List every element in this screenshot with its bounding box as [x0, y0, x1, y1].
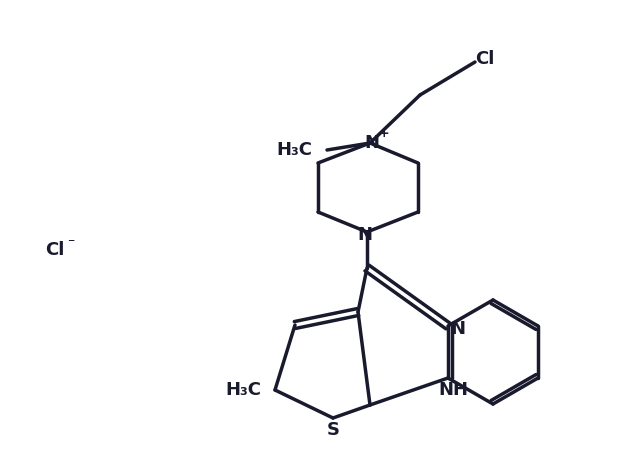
- Text: Cl: Cl: [45, 241, 65, 259]
- Text: N: N: [365, 134, 380, 152]
- Text: +: +: [379, 127, 390, 140]
- Text: N: N: [451, 320, 465, 338]
- Text: N: N: [358, 226, 372, 244]
- Text: H₃C: H₃C: [225, 381, 261, 399]
- Text: ⁻: ⁻: [67, 236, 74, 250]
- Text: S: S: [326, 421, 339, 439]
- Text: NH: NH: [438, 381, 468, 399]
- Text: H₃C: H₃C: [276, 141, 312, 159]
- Text: Cl: Cl: [476, 50, 495, 68]
